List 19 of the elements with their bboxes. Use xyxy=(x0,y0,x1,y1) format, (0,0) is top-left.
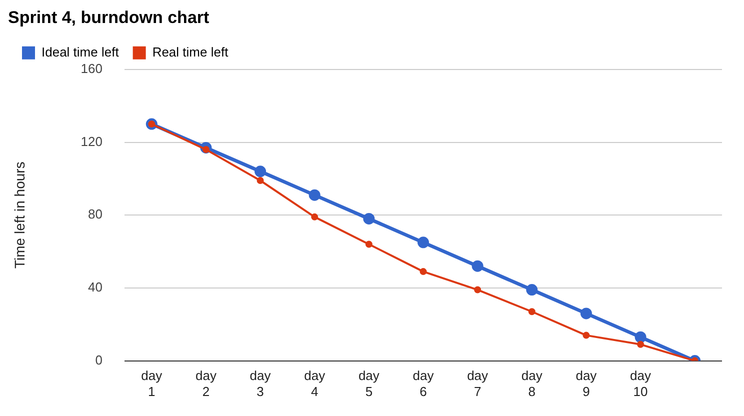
x-tick-label: day 9 xyxy=(576,368,598,399)
x-tick-label: day 2 xyxy=(195,368,217,399)
chart-title: Sprint 4, burndown chart xyxy=(8,8,210,27)
x-tick-label: day 4 xyxy=(304,368,326,399)
x-tick-label: day 10 xyxy=(630,368,652,399)
x-tick-label: day 1 xyxy=(141,368,163,399)
x-tick-label: day 3 xyxy=(250,368,272,399)
y-axis-title: Time left in hours xyxy=(11,162,28,269)
y-tick-label: 120 xyxy=(80,134,102,149)
y-tick-label: 80 xyxy=(88,206,102,222)
legend-label: Ideal time left xyxy=(42,44,120,60)
legend-label: Real time left xyxy=(152,44,229,60)
y-tick-label: 160 xyxy=(80,60,102,76)
x-tick-label: day 6 xyxy=(412,368,434,399)
x-tick-label: day 8 xyxy=(521,368,543,399)
x-tick-label: day 7 xyxy=(467,368,489,399)
x-tick-label: day 5 xyxy=(358,368,380,399)
y-tick-label: 40 xyxy=(88,280,102,295)
y-tick-label: 0 xyxy=(95,352,102,368)
